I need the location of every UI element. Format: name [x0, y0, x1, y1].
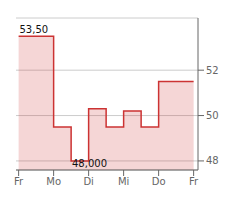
- svg-text:48,000: 48,000: [72, 158, 107, 169]
- svg-text:Mo: Mo: [46, 176, 61, 187]
- svg-text:Fr: Fr: [14, 176, 24, 187]
- svg-text:Fr: Fr: [189, 176, 199, 187]
- svg-text:48: 48: [206, 155, 219, 166]
- svg-text:Di: Di: [83, 176, 93, 187]
- svg-text:52: 52: [206, 65, 219, 76]
- svg-text:53,50: 53,50: [20, 24, 49, 35]
- svg-text:Mi: Mi: [118, 176, 129, 187]
- svg-text:Do: Do: [152, 176, 166, 187]
- svg-text:50: 50: [206, 110, 219, 121]
